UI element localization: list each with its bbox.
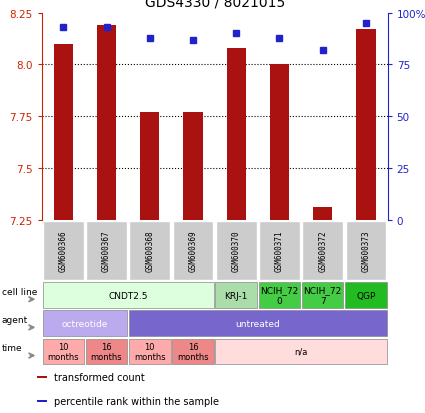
Text: GSM600366: GSM600366 bbox=[59, 230, 68, 271]
Bar bbox=[313, 208, 332, 220]
Text: GSM600369: GSM600369 bbox=[189, 230, 198, 271]
Bar bbox=[86, 339, 127, 364]
Text: cell line: cell line bbox=[2, 287, 37, 297]
Bar bbox=[54, 45, 73, 220]
Bar bbox=[302, 282, 343, 308]
Text: untreated: untreated bbox=[235, 319, 280, 328]
Bar bbox=[183, 113, 203, 220]
Bar bbox=[43, 221, 84, 280]
Bar bbox=[37, 376, 47, 379]
Bar bbox=[259, 221, 300, 280]
Bar bbox=[346, 221, 386, 280]
Bar bbox=[42, 282, 214, 308]
Text: GSM600368: GSM600368 bbox=[145, 230, 154, 271]
Text: QGP: QGP bbox=[356, 291, 376, 300]
Bar bbox=[42, 311, 127, 336]
Text: GSM600372: GSM600372 bbox=[318, 230, 327, 271]
Bar bbox=[356, 30, 376, 220]
Text: agent: agent bbox=[2, 316, 28, 325]
Text: octreotide: octreotide bbox=[62, 319, 108, 328]
Text: 16
months: 16 months bbox=[91, 342, 122, 361]
Bar bbox=[129, 311, 387, 336]
Text: NCIH_72
7: NCIH_72 7 bbox=[303, 286, 342, 305]
Bar bbox=[172, 339, 214, 364]
Bar bbox=[303, 221, 343, 280]
Bar bbox=[345, 282, 387, 308]
Bar bbox=[215, 282, 257, 308]
Title: GDS4330 / 8021015: GDS4330 / 8021015 bbox=[144, 0, 285, 9]
Text: KRJ-1: KRJ-1 bbox=[224, 291, 248, 300]
Bar bbox=[42, 339, 84, 364]
Text: GSM600373: GSM600373 bbox=[362, 230, 371, 271]
Bar bbox=[97, 26, 116, 220]
Bar bbox=[227, 49, 246, 220]
Bar bbox=[215, 339, 387, 364]
Text: time: time bbox=[2, 344, 23, 353]
Text: percentile rank within the sample: percentile rank within the sample bbox=[54, 396, 219, 406]
Text: n/a: n/a bbox=[295, 347, 308, 356]
Text: 16
months: 16 months bbox=[177, 342, 209, 361]
Bar bbox=[140, 113, 159, 220]
Text: CNDT2.5: CNDT2.5 bbox=[108, 291, 148, 300]
Bar bbox=[37, 400, 47, 402]
Bar bbox=[86, 221, 127, 280]
Bar bbox=[130, 221, 170, 280]
Bar bbox=[216, 221, 257, 280]
Text: GSM600367: GSM600367 bbox=[102, 230, 111, 271]
Bar bbox=[173, 221, 213, 280]
Text: transformed count: transformed count bbox=[54, 373, 145, 382]
Text: 10
months: 10 months bbox=[48, 342, 79, 361]
Text: NCIH_72
0: NCIH_72 0 bbox=[261, 286, 299, 305]
Text: 10
months: 10 months bbox=[134, 342, 166, 361]
Bar bbox=[270, 65, 289, 220]
Bar bbox=[259, 282, 300, 308]
Bar bbox=[129, 339, 170, 364]
Text: GSM600370: GSM600370 bbox=[232, 230, 241, 271]
Text: GSM600371: GSM600371 bbox=[275, 230, 284, 271]
